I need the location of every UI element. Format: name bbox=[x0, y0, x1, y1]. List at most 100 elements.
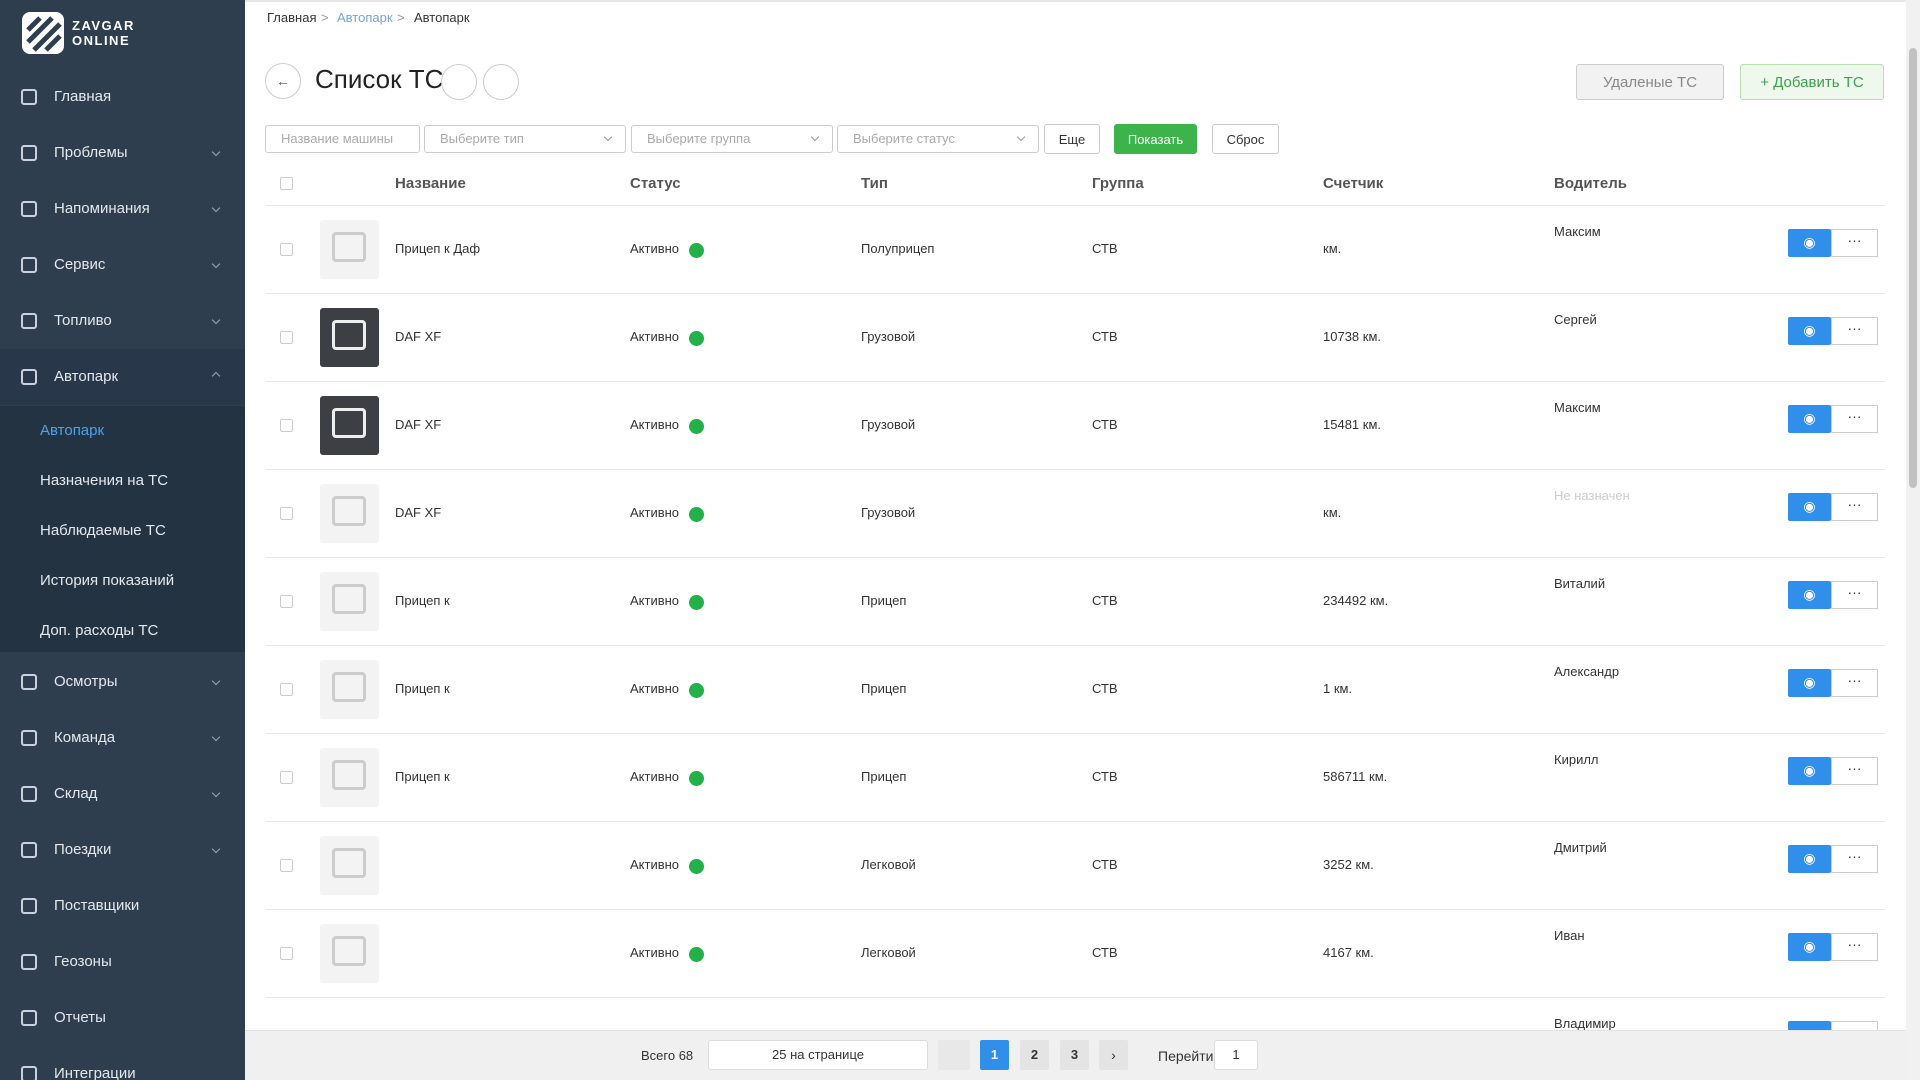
menu-item[interactable]: Топливо bbox=[0, 293, 245, 349]
total-count: Всего 68 bbox=[641, 1048, 694, 1063]
goto-input[interactable]: 1 bbox=[1214, 1040, 1258, 1070]
status-dot bbox=[689, 595, 704, 610]
view-button[interactable]: ◉ bbox=[1788, 933, 1831, 961]
back-button[interactable]: ← bbox=[265, 63, 301, 99]
page-button[interactable]: 1 bbox=[980, 1040, 1009, 1070]
submenu-item[interactable]: История показаний bbox=[40, 572, 175, 589]
view-button[interactable]: ◉ bbox=[1788, 581, 1831, 609]
cell-driver: Не назначен bbox=[1554, 488, 1630, 503]
vehicle-image bbox=[320, 924, 379, 983]
menu-item[interactable]: Осмотры bbox=[0, 654, 245, 710]
menu-item[interactable]: Поставщики bbox=[0, 878, 245, 934]
cell-type: Прицеп bbox=[861, 769, 907, 784]
menu-item[interactable]: Интеграции bbox=[0, 1046, 245, 1080]
row-checkbox[interactable] bbox=[280, 507, 293, 520]
menu-label: Команда bbox=[54, 729, 116, 746]
cell-counter: 234492 км. bbox=[1323, 593, 1389, 608]
more-button[interactable]: ··· bbox=[1831, 317, 1878, 345]
menu-item[interactable]: Склад bbox=[0, 766, 245, 822]
cell-counter: 15481 км. bbox=[1323, 417, 1381, 432]
more-button[interactable]: ··· bbox=[1831, 757, 1878, 785]
status-dot bbox=[689, 683, 704, 698]
submenu-item[interactable]: Доп. расходы ТС bbox=[40, 622, 159, 639]
more-button[interactable]: ··· bbox=[1831, 933, 1878, 961]
header-checkbox[interactable] bbox=[280, 177, 293, 190]
more-button[interactable]: ··· bbox=[1831, 669, 1878, 697]
filter-input[interactable]: Выберите тип bbox=[424, 125, 626, 153]
row-checkbox[interactable] bbox=[280, 683, 293, 696]
row-checkbox[interactable] bbox=[280, 595, 293, 608]
sidebar: ZAVGAR ONLINE Главная Проблемы Напоминания С… bbox=[0, 0, 245, 1080]
export-button[interactable] bbox=[441, 64, 477, 100]
filter-more-button[interactable]: Еще bbox=[1044, 124, 1100, 154]
breadcrumb-item[interactable]: Главная bbox=[267, 10, 317, 25]
filter-input[interactable]: Выберите статус bbox=[837, 125, 1039, 153]
menu-item[interactable]: Проблемы bbox=[0, 125, 245, 181]
per-page-select[interactable]: 25 на странице bbox=[708, 1040, 928, 1070]
menu-item[interactable]: Сервис bbox=[0, 237, 245, 293]
cell-status: Активно bbox=[630, 417, 680, 432]
menu-item[interactable]: Поездки bbox=[0, 822, 245, 878]
deleted-button[interactable]: Удаленые ТС bbox=[1576, 64, 1724, 100]
filter-show-button[interactable]: Показать bbox=[1114, 124, 1197, 154]
next-button[interactable]: › bbox=[1099, 1040, 1128, 1070]
menu-icon bbox=[21, 89, 37, 105]
page-button[interactable]: 2 bbox=[1020, 1040, 1049, 1070]
more-button[interactable]: ··· bbox=[1831, 229, 1878, 257]
view-button[interactable]: ◉ bbox=[1788, 493, 1831, 521]
prev-button[interactable] bbox=[938, 1040, 970, 1070]
cell-counter: 3252 км. bbox=[1323, 857, 1374, 872]
filter-input[interactable]: Выберите группа bbox=[631, 125, 833, 153]
row-checkbox[interactable] bbox=[280, 771, 293, 784]
submenu-item[interactable]: Наблюдаемые ТС bbox=[40, 522, 166, 539]
menu-item[interactable]: Команда bbox=[0, 710, 245, 766]
vehicle-image bbox=[320, 220, 379, 279]
row-checkbox[interactable] bbox=[280, 243, 293, 256]
view-button[interactable]: ◉ bbox=[1788, 229, 1831, 257]
row-checkbox[interactable] bbox=[280, 419, 293, 432]
submenu-item[interactable]: Автопарк bbox=[40, 422, 105, 439]
row-checkbox[interactable] bbox=[280, 859, 293, 872]
menu-item[interactable]: Напоминания bbox=[0, 181, 245, 237]
breadcrumb-item[interactable]: Автопарк bbox=[337, 10, 393, 25]
view-button[interactable]: ◉ bbox=[1788, 317, 1831, 345]
menu-label: Геозоны bbox=[54, 953, 112, 970]
camera-button[interactable] bbox=[483, 64, 519, 100]
more-button[interactable]: ··· bbox=[1831, 581, 1878, 609]
cell-status: Активно bbox=[630, 329, 680, 344]
row-checkbox[interactable] bbox=[280, 331, 293, 344]
filter-reset-button[interactable]: Сброс bbox=[1212, 124, 1279, 154]
submenu-item[interactable]: Назначения на ТС bbox=[40, 472, 169, 489]
vehicle-image bbox=[320, 484, 379, 543]
cell-counter: 1 км. bbox=[1323, 681, 1353, 696]
vehicle-image bbox=[320, 396, 379, 455]
add-button[interactable]: + Добавить ТС bbox=[1740, 64, 1884, 100]
dropdown-arrow bbox=[810, 132, 820, 142]
vehicle-image bbox=[320, 660, 379, 719]
view-button[interactable]: ◉ bbox=[1788, 669, 1831, 697]
view-button[interactable]: ◉ bbox=[1788, 845, 1831, 873]
cell-status: Активно bbox=[630, 593, 680, 608]
more-button[interactable]: ··· bbox=[1831, 493, 1878, 521]
image-placeholder bbox=[332, 320, 366, 350]
row-checkbox[interactable] bbox=[280, 947, 293, 960]
cell-group: СТВ bbox=[1092, 945, 1118, 960]
more-button[interactable]: ··· bbox=[1831, 845, 1878, 873]
vehicle-image bbox=[320, 572, 379, 631]
page-button[interactable]: 3 bbox=[1060, 1040, 1089, 1070]
filter-input[interactable]: Название машины bbox=[265, 125, 420, 153]
view-button[interactable]: ◉ bbox=[1788, 405, 1831, 433]
cell-driver: Иван bbox=[1554, 928, 1585, 943]
status-dot bbox=[689, 947, 704, 962]
cell-name: DAF XF bbox=[395, 505, 442, 520]
view-button[interactable]: ◉ bbox=[1788, 757, 1831, 785]
menu-item[interactable]: Автопарк bbox=[0, 349, 245, 405]
menu-item[interactable]: Главная bbox=[0, 69, 245, 125]
row-divider bbox=[265, 645, 1885, 646]
image-placeholder bbox=[332, 496, 366, 526]
menu-icon bbox=[21, 898, 37, 914]
image-placeholder bbox=[332, 848, 366, 878]
menu-item[interactable]: Отчеты bbox=[0, 990, 245, 1046]
more-button[interactable]: ··· bbox=[1831, 405, 1878, 433]
menu-item[interactable]: Геозоны bbox=[0, 934, 245, 990]
